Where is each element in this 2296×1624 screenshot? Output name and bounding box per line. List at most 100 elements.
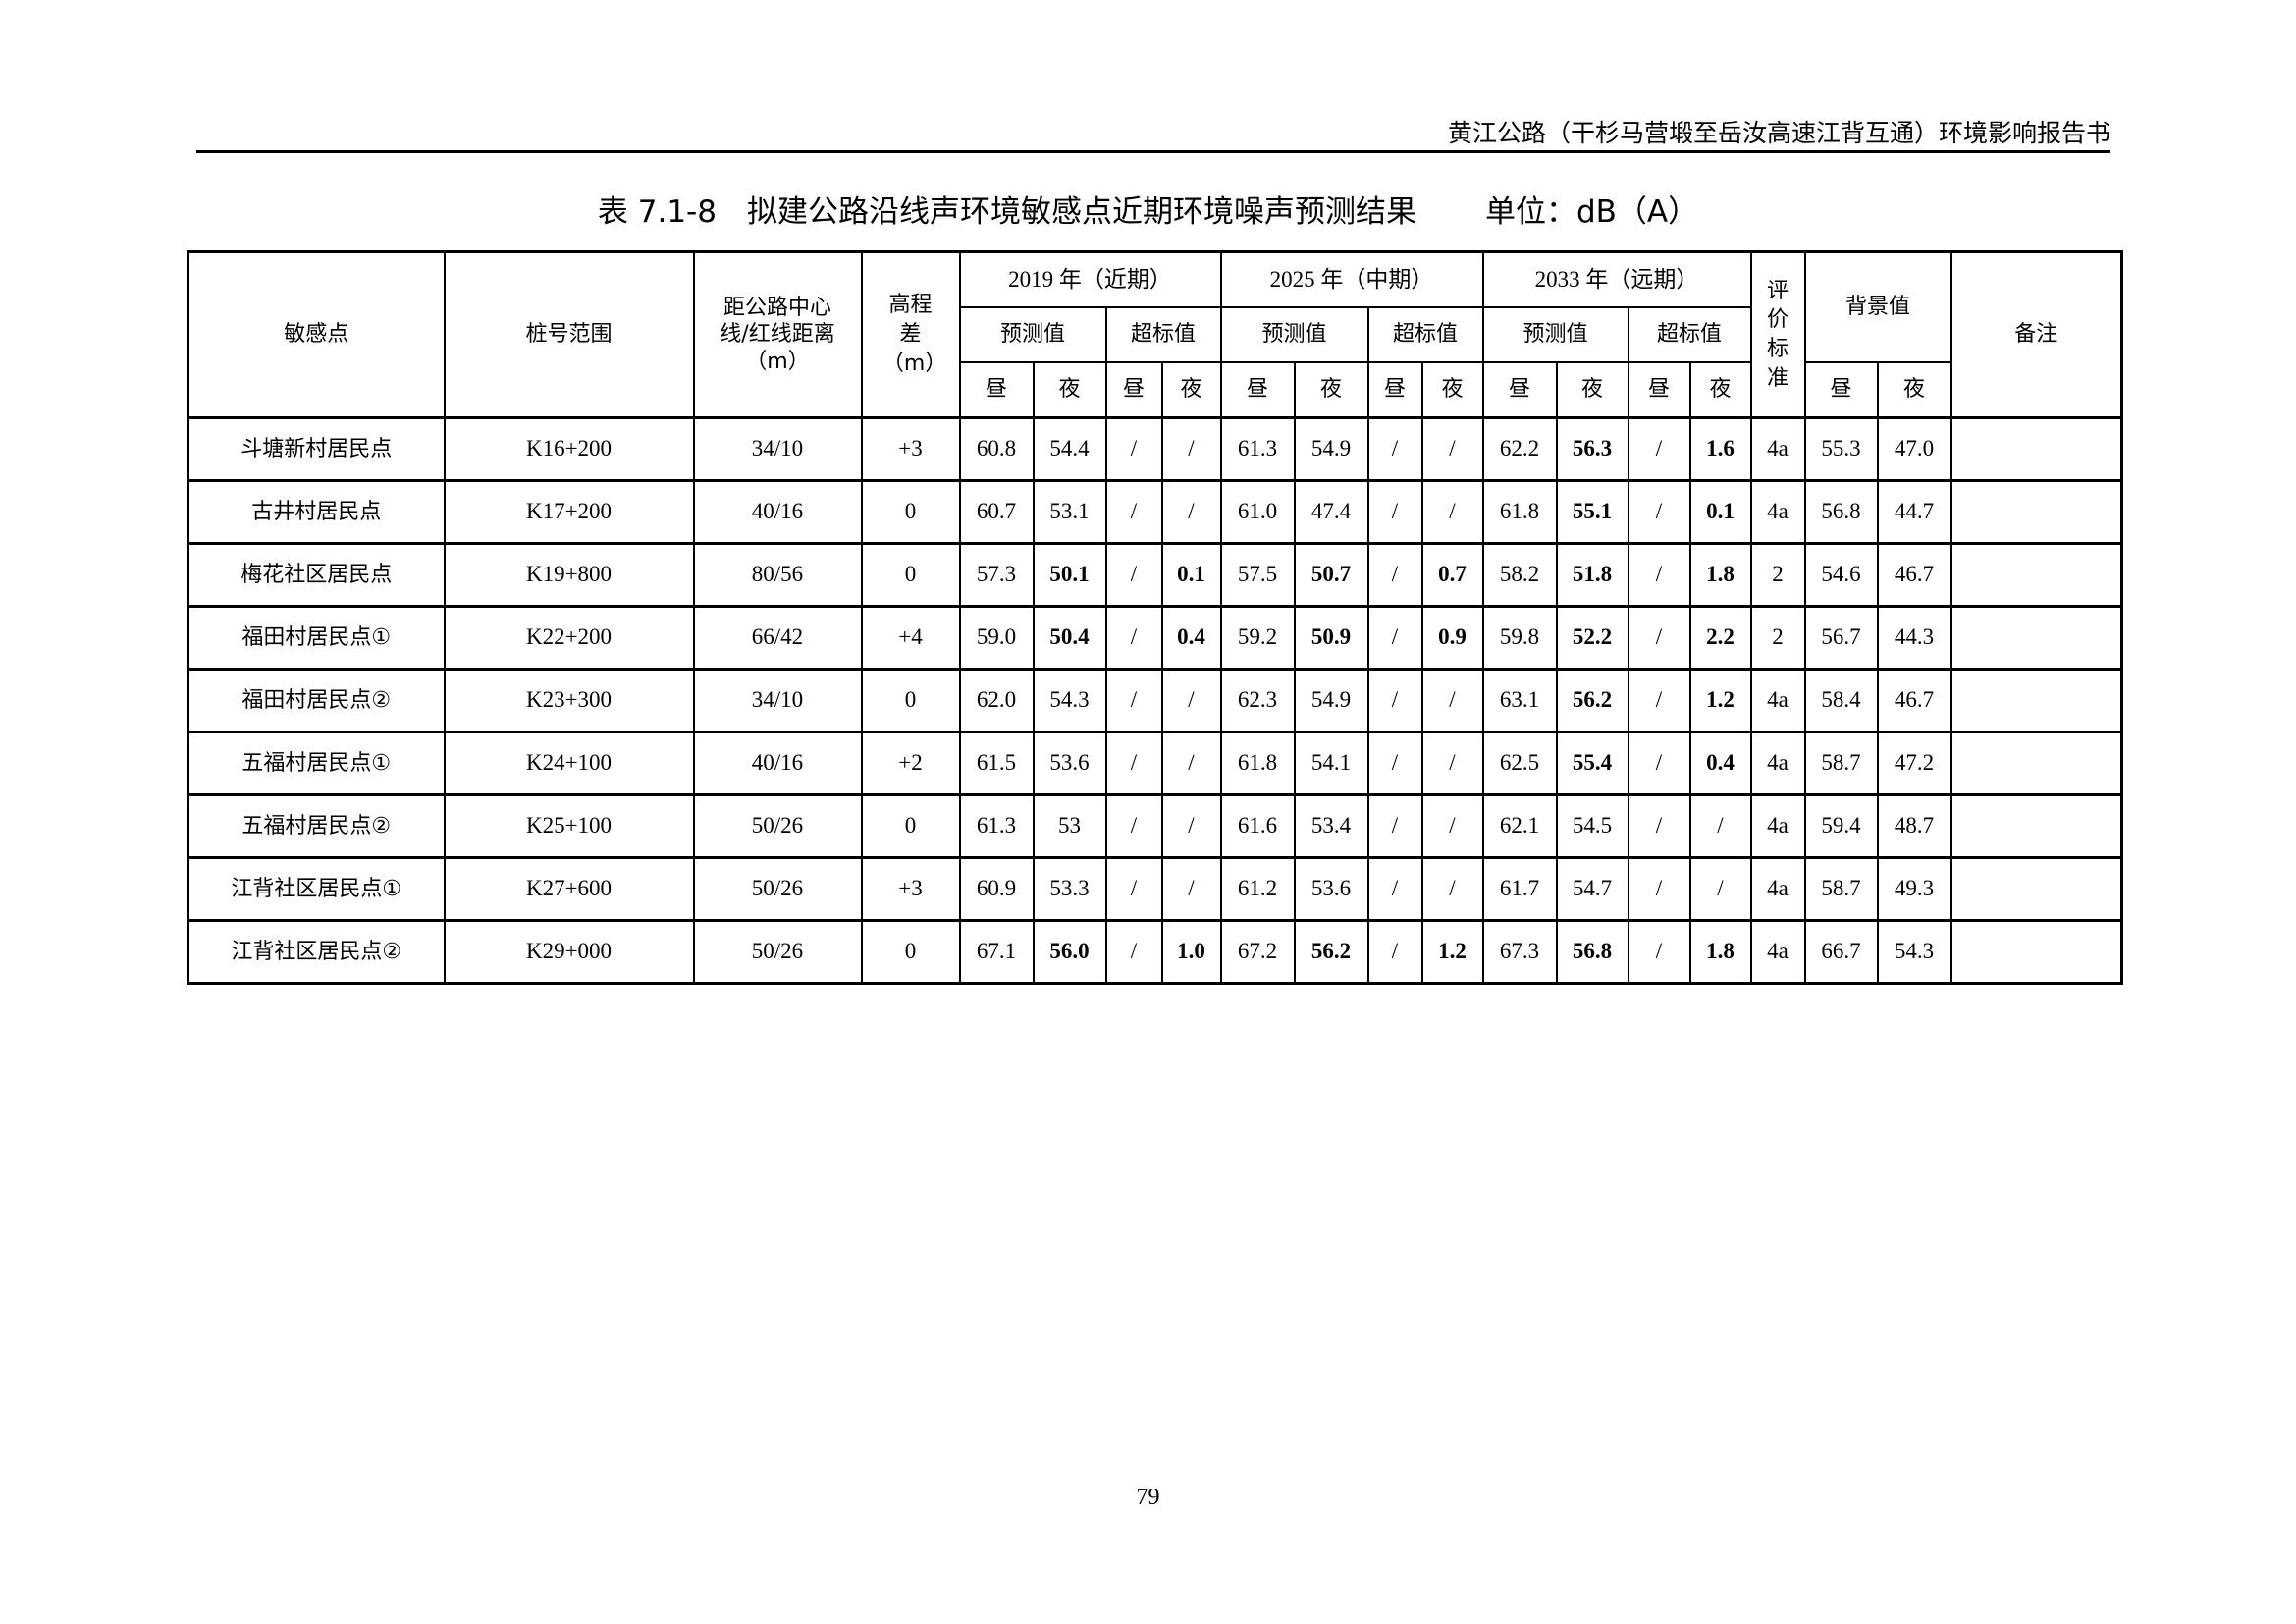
table-cell: 2.2 xyxy=(1688,605,1752,671)
page-number: 79 xyxy=(1136,1485,1160,1510)
table-cell: 0.1 xyxy=(1160,542,1222,608)
table-cell: K29+000 xyxy=(443,919,695,985)
table-cell: 4a xyxy=(1749,731,1806,796)
table-cell: 58.4 xyxy=(1803,668,1879,733)
table-cell: / xyxy=(1627,731,1691,796)
header-remark: 备注 xyxy=(1949,250,2123,419)
header-year-2019: 2019 年（近期） xyxy=(958,250,1222,308)
table-cell: 47.0 xyxy=(1876,416,1952,482)
table-cell: / xyxy=(1366,731,1423,796)
table-cell: 54.3 xyxy=(1032,668,1107,733)
table-cell: 54.4 xyxy=(1032,416,1107,482)
table-cell: 50.9 xyxy=(1293,605,1369,671)
table-cell: 54.9 xyxy=(1293,416,1369,482)
table-cell: 34/10 xyxy=(692,416,863,482)
table-cell: 56.2 xyxy=(1293,919,1369,985)
table-cell: 4a xyxy=(1749,793,1806,859)
sensitive-point-name: 古井村居民点 xyxy=(187,479,446,545)
header-exceed: 超标值 xyxy=(1104,306,1222,363)
table-cell xyxy=(1949,479,2123,545)
table-cell: / xyxy=(1160,668,1222,733)
table-row: 福田村居民点② K23+300 34/10 0 62.0 54.3//62.3 54.9//… xyxy=(187,668,2123,733)
table-cell: / xyxy=(1104,479,1163,545)
table-cell: 2 xyxy=(1749,542,1806,608)
table-unit: 单位：dB（A） xyxy=(1484,194,1699,230)
header-predicted: 预测值 xyxy=(1219,306,1369,363)
table-cell: 66.7 xyxy=(1803,919,1879,985)
table-cell: / xyxy=(1104,416,1163,482)
table-cell: 51.8 xyxy=(1555,542,1629,608)
table-cell: / xyxy=(1160,416,1222,482)
table-cell: / xyxy=(1366,479,1423,545)
table-cell: 67.1 xyxy=(958,919,1035,985)
table-title-text: 表 7.1-8 拟建公路沿线声环境敏感点近期环境噪声预测结果 xyxy=(597,194,1416,230)
table-cell: / xyxy=(1160,479,1222,545)
table-cell xyxy=(1949,793,2123,859)
table-cell xyxy=(1949,919,2123,985)
table-cell: 40/16 xyxy=(692,731,863,796)
table-cell: 56.0 xyxy=(1032,919,1107,985)
header-distance: 距公路中心线/红线距离（m） xyxy=(692,250,863,419)
header-night: 夜 xyxy=(1555,361,1629,419)
table-cell: 1.2 xyxy=(1688,668,1752,733)
table-cell: 67.2 xyxy=(1219,919,1296,985)
table-cell: 66/42 xyxy=(692,605,863,671)
table-cell: / xyxy=(1104,731,1163,796)
table-cell: / xyxy=(1366,793,1423,859)
table-cell: 59.2 xyxy=(1219,605,1296,671)
table-cell: 0 xyxy=(860,479,961,545)
table-cell: 0.4 xyxy=(1688,731,1752,796)
table-cell: 56.8 xyxy=(1555,919,1629,985)
table-cell: 44.3 xyxy=(1876,605,1952,671)
table-cell: / xyxy=(1688,793,1752,859)
table-cell: / xyxy=(1160,856,1222,922)
table-cell: 53.6 xyxy=(1032,731,1107,796)
table-cell xyxy=(1949,605,2123,671)
header-day: 昼 xyxy=(958,361,1035,419)
table-cell: 59.4 xyxy=(1803,793,1879,859)
table-cell: K16+200 xyxy=(443,416,695,482)
table-cell: 40/16 xyxy=(692,479,863,545)
header-night: 夜 xyxy=(1876,361,1952,419)
table-cell: 0.9 xyxy=(1420,605,1484,671)
table-cell: 4a xyxy=(1749,416,1806,482)
table-row: 斗塘新村居民点 K16+200 34/10 +3 60.8 54.4//61.3 54.9/… xyxy=(187,416,2123,482)
table-cell: 58.7 xyxy=(1803,731,1879,796)
table-cell: 44.7 xyxy=(1876,479,1952,545)
table-row: 梅花社区居民点 K19+800 80/56 0 57.3 50.1/0.1 57.5 50.7… xyxy=(187,542,2123,608)
header-night: 夜 xyxy=(1420,361,1484,419)
table-cell: 4a xyxy=(1749,479,1806,545)
table-cell: 61.3 xyxy=(958,793,1035,859)
header-day: 昼 xyxy=(1219,361,1296,419)
header-point: 敏感点 xyxy=(187,250,446,419)
header-standard: 评价标准 xyxy=(1749,250,1806,419)
table-cell: 53 xyxy=(1032,793,1107,859)
table-cell: 34/10 xyxy=(692,668,863,733)
header-day: 昼 xyxy=(1104,361,1163,419)
table-cell: 61.8 xyxy=(1219,731,1296,796)
table-cell: 58.7 xyxy=(1803,856,1879,922)
table-cell: 47.2 xyxy=(1876,731,1952,796)
table-cell: 63.1 xyxy=(1481,668,1558,733)
table-cell: 56.8 xyxy=(1803,479,1879,545)
table-cell: / xyxy=(1104,605,1163,671)
table-cell: 55.4 xyxy=(1555,731,1629,796)
table-cell: 50/26 xyxy=(692,919,863,985)
table-cell: 53.3 xyxy=(1032,856,1107,922)
table-cell: 55.1 xyxy=(1555,479,1629,545)
table-cell: / xyxy=(1160,731,1222,796)
table-cell: 1.8 xyxy=(1688,542,1752,608)
table-cell: K19+800 xyxy=(443,542,695,608)
table-cell: +3 xyxy=(860,416,961,482)
table-cell: 0.1 xyxy=(1688,479,1752,545)
table-cell xyxy=(1949,416,2123,482)
table-cell: 50.4 xyxy=(1032,605,1107,671)
sensitive-point-name: 五福村居民点① xyxy=(187,731,446,796)
table-cell: / xyxy=(1420,416,1484,482)
header-distance-text: 距公路中心线/红线距离（m） xyxy=(720,295,835,374)
table-cell: 0 xyxy=(860,919,961,985)
table-cell: / xyxy=(1627,542,1691,608)
table-cell: 46.7 xyxy=(1876,668,1952,733)
table-cell: 4a xyxy=(1749,668,1806,733)
sensitive-point-name: 五福村居民点② xyxy=(187,793,446,859)
